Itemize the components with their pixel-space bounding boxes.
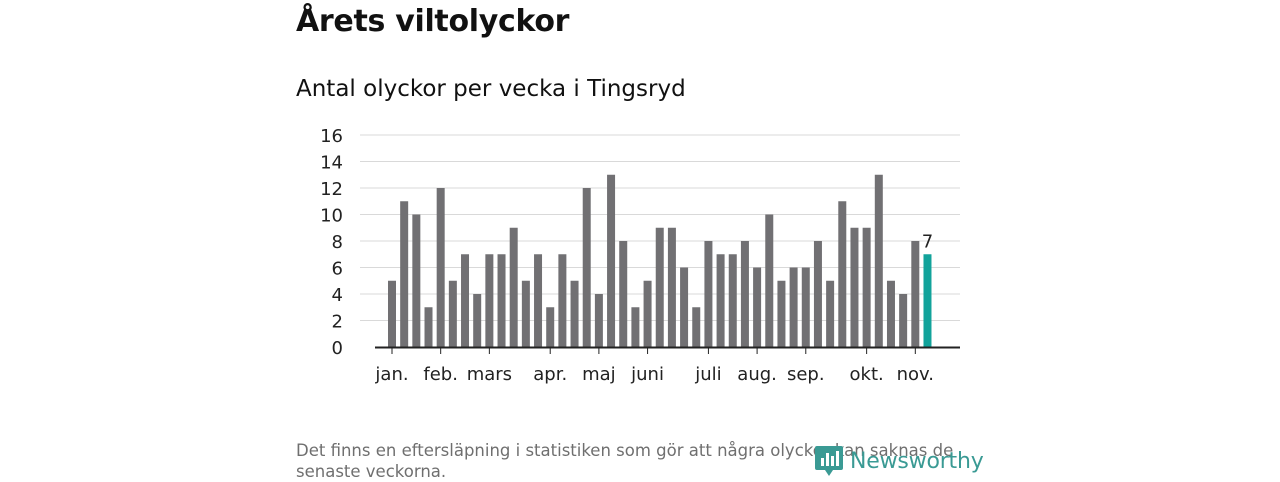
bar [692,307,701,347]
bar [874,174,883,347]
bar [448,280,457,347]
x-tick-label: jan. [374,364,408,385]
y-tick-label: 12 [320,179,343,200]
newsworthy-logo: Newsworthy [814,444,984,478]
bar [716,254,725,347]
bar [400,201,409,347]
bar [886,280,895,347]
x-tick-label: okt. [850,364,884,385]
newsworthy-icon [815,446,843,476]
y-tick-label: 4 [332,285,343,306]
bars [388,174,932,347]
bar [485,254,494,347]
page-title: Årets viltolyckor [296,4,570,39]
x-tick-label: juni [630,364,664,385]
bar [899,294,908,347]
bar [838,201,847,347]
bar [497,254,506,347]
x-tick-label: sep. [787,364,825,385]
data-labels: 7 [922,231,933,252]
bar [546,307,555,347]
bar [777,280,786,347]
bar [667,227,676,347]
bar [412,214,421,347]
bar [813,241,822,347]
bar [461,254,470,347]
bar-chart: 0 2 4 6 8 10 12 14 16 jan. feb. mars apr. maj juni jul… [320,126,960,385]
bar [521,280,530,347]
x-tick-label: nov. [897,364,934,385]
footnote: Det finns en eftersläpning i statistiken… [296,441,954,481]
y-tick-label: 16 [320,126,343,147]
bar [765,214,774,347]
bar [740,241,749,347]
bar [388,280,396,347]
y-axis-ticks: 0 2 4 6 8 10 12 14 16 [320,126,343,359]
y-tick-label: 14 [320,153,343,174]
bar [850,227,859,347]
x-tick-label: maj [582,364,616,385]
bar-current-week [923,254,932,347]
bar [789,267,798,347]
bar [655,227,664,347]
bar [728,254,737,347]
bar [594,294,603,347]
bar [607,174,616,347]
bar [704,241,713,347]
bar [911,241,920,347]
x-tick-label: juli [694,364,721,385]
x-tick-label: apr. [533,364,567,385]
bar [534,254,543,347]
bar [631,307,640,347]
bar [424,307,433,347]
bar [558,254,567,347]
bar [680,267,689,347]
x-axis: jan. feb. mars apr. maj juni juli aug. sep. okt. n… [374,346,960,385]
y-tick-label: 2 [332,312,343,333]
x-tick-label: mars [467,364,512,385]
bar [473,294,482,347]
bar [582,188,591,347]
bar [753,267,762,347]
x-tick-label: feb. [423,364,458,385]
data-label-current-week: 7 [922,231,933,252]
chart-subtitle: Antal olyckor per vecka i Tingsryd [296,76,686,102]
bar [801,267,810,347]
bar [643,280,652,347]
bar [436,188,445,347]
bar [509,227,518,347]
y-tick-label: 8 [332,232,343,253]
bar [826,280,835,347]
brand-name: Newsworthy [850,448,984,474]
bar [619,241,628,347]
y-tick-label: 0 [332,338,343,359]
x-tick-label: aug. [737,364,777,385]
y-tick-label: 6 [332,259,343,280]
bar [570,280,579,347]
y-tick-label: 10 [320,206,343,227]
bar [862,227,871,347]
